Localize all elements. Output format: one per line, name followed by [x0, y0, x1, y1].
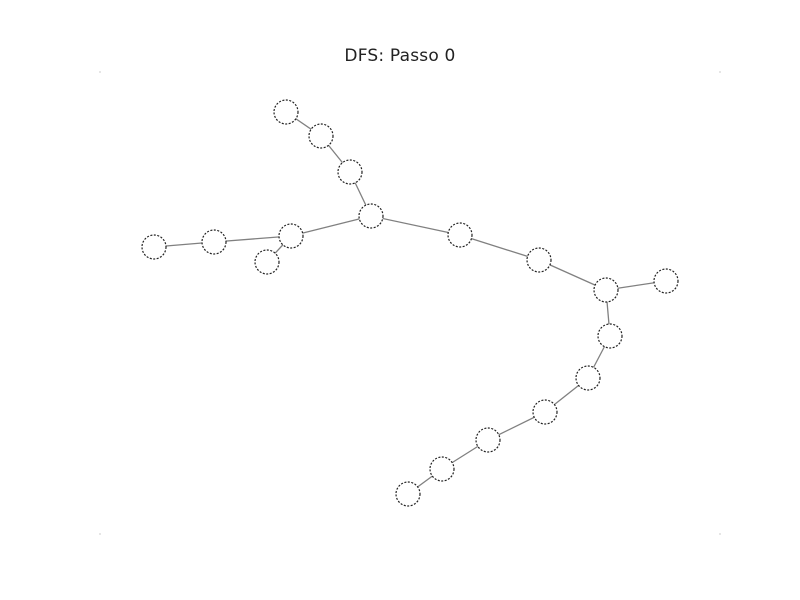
axes-corner-mark: [719, 533, 721, 535]
graph-edge: [290, 215, 372, 237]
graph-node: [475, 427, 501, 453]
graph-node: [278, 223, 304, 249]
graph-node: [526, 247, 552, 273]
axes-corner-mark: [99, 533, 101, 535]
graph-edge: [370, 215, 461, 236]
graph-node: [597, 323, 623, 349]
figure-title: DFS: Passo 0: [344, 46, 456, 66]
graph-edge: [213, 235, 292, 243]
axes-corner-mark: [99, 71, 101, 73]
nodes-layer: [141, 99, 679, 507]
graph-node: [447, 222, 473, 248]
graph-node: [254, 249, 280, 275]
axes-corner-mark: [719, 71, 721, 73]
graph-node: [201, 229, 227, 255]
graph-node: [429, 456, 455, 482]
graph-node: [532, 399, 558, 425]
graph-node: [395, 481, 421, 507]
graph-node: [273, 99, 299, 125]
edges-layer: [153, 111, 667, 495]
graph-node: [593, 277, 619, 303]
graph-node: [358, 203, 384, 229]
graph-edge: [459, 234, 540, 261]
graph-node: [575, 365, 601, 391]
graph-node: [337, 159, 363, 185]
graph-node: [653, 268, 679, 294]
graph-node: [308, 123, 334, 149]
graph-node: [141, 234, 167, 260]
